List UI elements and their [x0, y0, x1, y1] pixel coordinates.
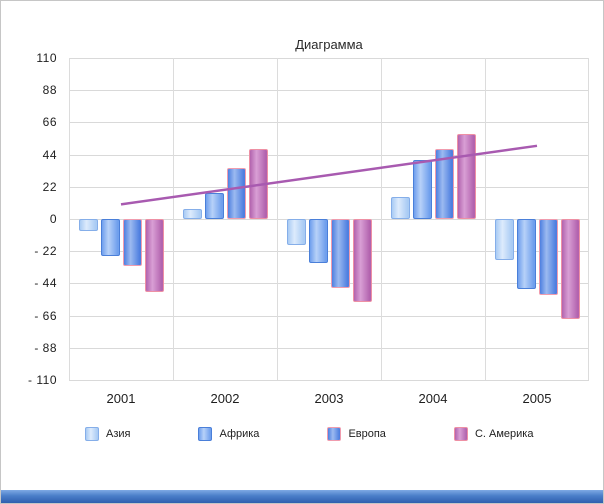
gridline-h: [69, 90, 589, 92]
gridline-h: [69, 315, 589, 317]
y-tick-label: 44: [42, 147, 57, 162]
y-tick-label: - 110: [28, 373, 57, 387]
y-tick-label: - 88: [34, 340, 57, 355]
gridline-h: [69, 219, 589, 220]
bar-Европа-2005: [538, 219, 558, 296]
bar-С. Америка-2005: [560, 219, 580, 319]
legend-item-Европа: Европа: [327, 427, 386, 441]
x-tick-label-2001: 2001: [106, 391, 136, 406]
bar-Африка-2003: [308, 219, 328, 263]
y-axis: 110 88 66 44 22 0 - 22 - 44 - 66 - 88 - 110: [1, 51, 61, 387]
plot-area: [69, 58, 589, 381]
gridline-h: [69, 380, 589, 381]
x-tick-label-2005: 2005: [522, 391, 552, 406]
gridline-v: [381, 58, 382, 380]
legend: Азия Африка Европа С. Америка: [85, 427, 593, 441]
gridline-h: [69, 154, 589, 156]
gridline-v: [173, 58, 174, 380]
legend-label: Африка: [219, 428, 260, 440]
bar-Европа-2003: [330, 219, 350, 288]
legend-swatch: [85, 427, 99, 441]
x-tick-label-2004: 2004: [418, 391, 448, 406]
legend-label: Азия: [106, 428, 131, 440]
y-tick-label: 88: [42, 83, 57, 98]
y-tick-label: - 22: [34, 244, 57, 259]
gridline-v: [277, 58, 278, 380]
bar-С. Америка-2003: [352, 219, 372, 303]
y-tick-label: 110: [36, 51, 57, 65]
legend-item-С. Америка: С. Америка: [453, 427, 534, 441]
bar-Азия-2002: [182, 208, 202, 219]
trend-line: [120, 144, 538, 206]
y-tick-label: 0: [49, 212, 57, 226]
bar-Европа-2002: [226, 167, 246, 219]
y-tick-label: 22: [42, 179, 57, 194]
bar-Азия-2005: [494, 219, 514, 260]
legend-label: С. Америка: [474, 428, 534, 440]
gridline-v: [69, 58, 70, 380]
legend-item-Азия: Азия: [85, 427, 130, 441]
gridline-h: [69, 283, 589, 285]
bar-Азия-2004: [390, 197, 410, 219]
legend-swatch: [327, 427, 342, 441]
gridline-v: [485, 58, 486, 380]
x-axis: 2001 2002 2003 2004 2005: [69, 391, 589, 411]
bar-Европа-2001: [122, 219, 142, 266]
chart-title: Диаграмма: [295, 37, 363, 52]
x-tick-label-2003: 2003: [314, 391, 344, 406]
bar-Азия-2003: [286, 219, 306, 246]
bar-Африка-2001: [100, 219, 120, 256]
legend-label: Европа: [348, 428, 386, 440]
gridline-h: [69, 186, 589, 188]
gridline-h: [69, 347, 589, 349]
y-tick-label: - 66: [34, 308, 57, 323]
y-tick-label: - 44: [34, 276, 57, 291]
bar-Африка-2002: [204, 192, 224, 219]
legend-swatch: [198, 427, 213, 441]
bottom-strip: [1, 490, 603, 503]
legend-item-Африка: Африка: [198, 427, 259, 441]
gridline-h: [69, 122, 589, 124]
gridline-v: [588, 58, 589, 380]
bar-Азия-2001: [78, 219, 98, 231]
y-tick-label: 66: [42, 115, 57, 130]
bar-Европа-2004: [434, 148, 454, 219]
x-tick-label-2002: 2002: [210, 391, 240, 406]
gridline-h: [69, 58, 589, 59]
legend-swatch: [453, 427, 468, 441]
bar-С. Америка-2001: [144, 219, 164, 293]
bar-Африка-2005: [516, 219, 536, 290]
gridline-h: [69, 251, 589, 253]
